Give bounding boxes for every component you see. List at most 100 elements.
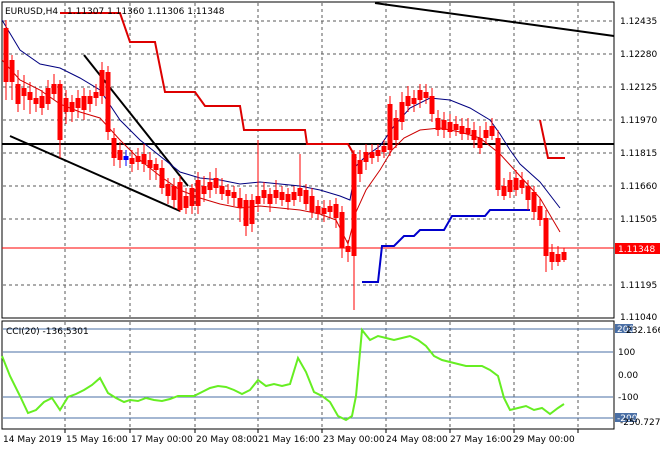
time-axis[interactable]: 14 May 2019 15 May 16:00 17 May 00:00 20… [3,435,575,445]
candle [459,118,465,140]
price-pane[interactable] [1,1,615,319]
candle-body [507,180,513,192]
candle-body [147,160,153,168]
candle-body [561,252,567,260]
price-tick-label: 1.11970 [620,116,657,126]
candle-body [345,246,351,252]
cci-tick-label: 232.1666 [626,326,660,336]
candle [543,210,549,272]
step-line-upper-segment [539,119,565,159]
candle-body [207,182,213,190]
candle-body [309,196,315,212]
candle-body [477,138,483,148]
candle-body [441,120,447,130]
price-tick-label: 1.11815 [620,149,657,159]
candle [171,178,177,208]
candle [345,240,351,262]
candle-body [399,102,405,122]
candle-body [105,72,111,132]
candle [555,246,561,266]
candle [267,188,273,212]
candle [159,160,165,194]
candle-body [39,96,45,108]
trendline-top[interactable] [374,2,615,37]
cci-tick-label: 0.00 [618,371,638,381]
current-price-tag [615,243,660,254]
price-tick-label: 1.11660 [620,182,657,192]
candle-body [393,118,399,140]
candle-body [519,180,525,188]
price-tick-label: 1.12280 [620,50,657,60]
candle-body [369,152,375,158]
candle-body [3,28,9,82]
candle [189,184,195,214]
candle [453,116,459,136]
candle-body [255,196,261,204]
candle [249,194,255,232]
candle [63,90,69,124]
candle-body [513,178,519,190]
step-line-upper [60,12,357,159]
candle-body [315,206,321,214]
candle [447,114,453,138]
candle-body [231,192,237,198]
candle-body [171,186,177,200]
time-tick-label: 17 May 00:00 [131,435,193,445]
candle [153,158,159,180]
candle [297,154,303,202]
time-tick-label: 20 May 08:00 [196,435,258,445]
candle [279,186,285,206]
chart-symbol-label: EURUSD,H4 1.11307 1.11360 1.11306 1.1134… [5,7,225,17]
candle [411,90,417,112]
candle [357,150,363,182]
candle-body [333,204,339,218]
candle-body [321,208,327,214]
candle [309,188,315,218]
candle [327,200,333,218]
candle-body [267,194,273,204]
candle [87,90,93,112]
price-axis[interactable]: 1.12435 1.12280 1.12125 1.11970 1.11815 … [615,17,660,323]
candle-body [453,124,459,130]
candle-body [243,200,249,226]
candles [3,20,567,310]
candle [399,92,405,130]
candle-body [201,186,207,194]
cci-level-tag-minus200 [615,413,637,422]
candle-body [21,88,27,96]
candle-body [387,104,393,150]
candle-body [213,178,219,188]
candle [369,144,375,164]
candle [33,88,39,112]
price-tick-label: 1.11505 [620,215,657,225]
candle [201,176,207,202]
candle-body [327,206,333,212]
candle [111,128,117,166]
candle-body [423,92,429,98]
time-tick-label: 23 May 00:00 [323,435,385,445]
candle-body [15,84,21,104]
candle [387,96,393,156]
candle-body [45,88,51,104]
candle-body [537,206,543,220]
candle [117,142,123,168]
candle [417,84,423,108]
candle [21,75,27,110]
candle-body [531,192,537,212]
candle [381,140,387,158]
time-tick-label: 29 May 00:00 [513,435,575,445]
trendline-channel-lower[interactable] [9,135,181,212]
candle [321,200,327,222]
cci-axis[interactable]: 200 232.1666 100 0.00 -100 -200 -250.727 [615,324,660,428]
candle [69,95,75,122]
candle-body [279,192,285,200]
candle-body [525,186,531,200]
candle-body [303,190,309,204]
candle-body [411,98,417,104]
candle [561,248,567,262]
cci-tick-label: 100 [618,348,635,358]
candle [339,206,345,258]
current-price-tag-label: 1.11348 [618,245,655,255]
candle-body [429,96,435,114]
